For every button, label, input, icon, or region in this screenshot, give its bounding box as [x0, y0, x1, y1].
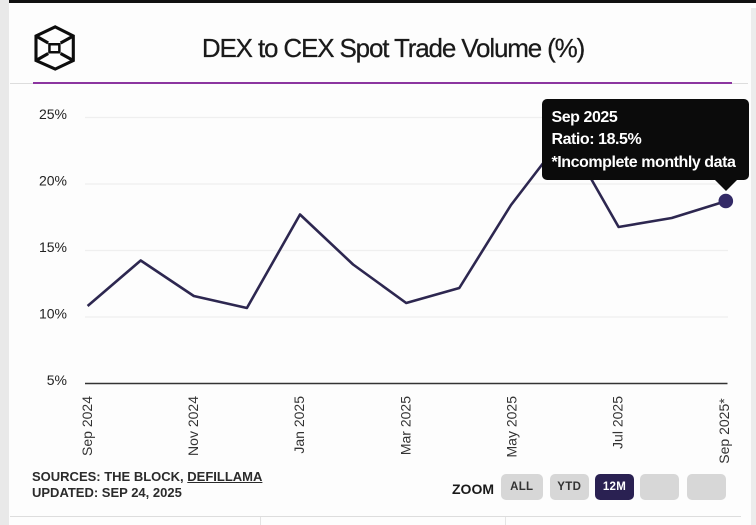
svg-text:25%: 25%	[39, 106, 67, 122]
svg-text:15%: 15%	[39, 239, 67, 255]
svg-text:Mar 2025: Mar 2025	[397, 396, 413, 455]
svg-text:5%: 5%	[47, 372, 67, 388]
svg-text:Sep 2024: Sep 2024	[79, 396, 95, 456]
svg-text:20%: 20%	[39, 173, 67, 189]
svg-text:Jan 2025: Jan 2025	[291, 396, 307, 454]
svg-text:May 2025: May 2025	[504, 396, 520, 458]
svg-text:Sep 2025*: Sep 2025*	[716, 398, 732, 464]
svg-text:Nov 2024: Nov 2024	[185, 396, 201, 456]
svg-text:Jul 2025: Jul 2025	[610, 396, 626, 449]
svg-text:10%: 10%	[39, 306, 67, 322]
